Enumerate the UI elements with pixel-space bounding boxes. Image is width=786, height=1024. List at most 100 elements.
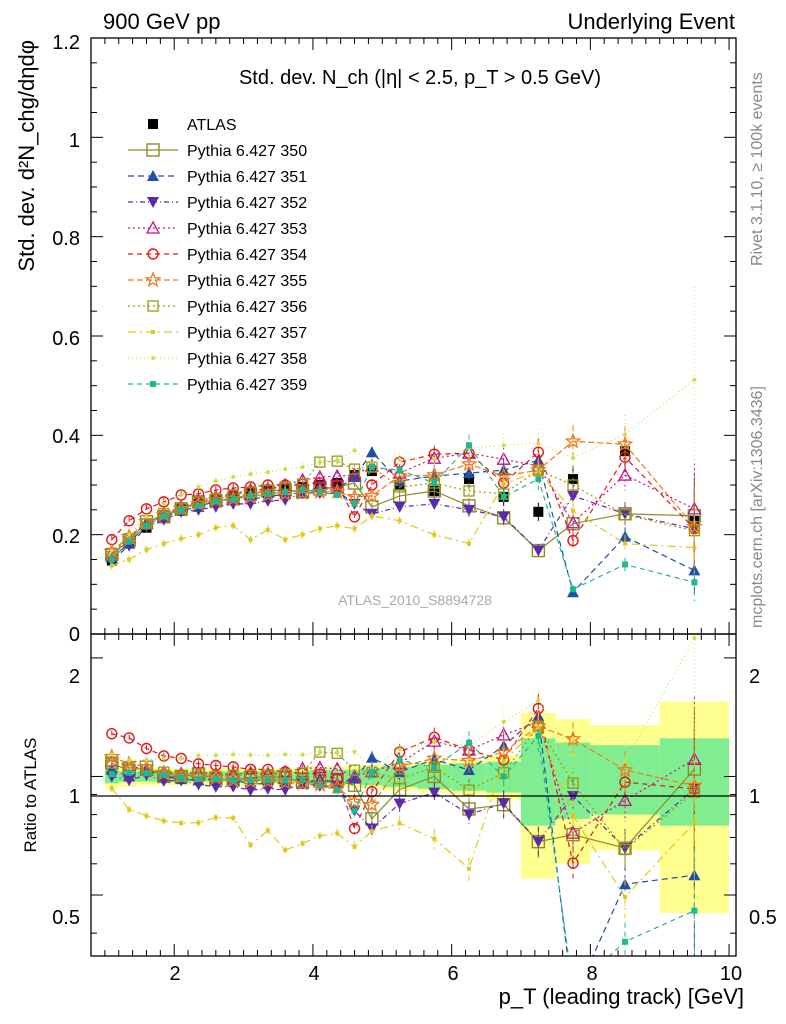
series-358 <box>109 286 697 555</box>
data-point <box>571 456 576 461</box>
ratio-point <box>565 825 581 839</box>
ratio-point <box>617 792 633 807</box>
data-point <box>501 482 506 487</box>
ratio-point <box>334 787 341 794</box>
data-point <box>282 488 289 495</box>
rivet-label: Rivet 3.1.10, ≥ 100k events <box>749 72 766 266</box>
ratio-point <box>213 815 218 820</box>
ratio-point <box>368 769 375 776</box>
ratio-point <box>391 757 409 774</box>
ratio-line <box>111 725 695 851</box>
ratio-point <box>161 756 166 761</box>
data-point <box>369 513 374 518</box>
data-point <box>465 442 472 449</box>
data-point <box>264 490 271 497</box>
data-point <box>109 548 114 553</box>
ratio-point <box>120 755 138 771</box>
data-point <box>619 509 631 521</box>
ratio-point <box>283 752 288 757</box>
data-point <box>391 467 408 484</box>
ratio-point <box>140 742 153 755</box>
data-point <box>432 532 437 537</box>
data-point <box>688 564 701 576</box>
data-point <box>432 457 437 462</box>
ratio-point <box>144 813 149 818</box>
data-point <box>161 541 166 546</box>
data-point <box>352 448 357 453</box>
data-point <box>196 532 201 537</box>
legend-marker <box>144 271 162 288</box>
data-point <box>533 506 544 517</box>
ratio-point <box>126 769 133 776</box>
y-tick-label: 1.2 <box>52 32 80 54</box>
data-point <box>335 458 340 463</box>
ratio-point <box>335 750 340 755</box>
data-point <box>317 460 322 465</box>
ratio-point <box>347 769 362 783</box>
ratio-point <box>619 843 632 855</box>
ratio-point <box>179 756 184 761</box>
ratio-point <box>248 843 253 848</box>
ratio-point <box>283 847 288 852</box>
data-point <box>179 492 184 497</box>
data-point <box>431 480 438 487</box>
legend: ATLAS Pythia 6.427 350 Pythia 6.427 351 Pyt… <box>128 117 307 394</box>
ratio-point <box>143 770 150 777</box>
data-point <box>622 561 629 568</box>
ratio-line <box>111 726 695 898</box>
ratio-point <box>265 753 270 758</box>
y-tick-label: 0 <box>69 624 80 646</box>
ratio-point <box>195 776 202 783</box>
ratio-point <box>532 836 545 848</box>
ratio-point <box>623 894 628 899</box>
data-point <box>567 490 580 502</box>
data-point <box>265 470 270 475</box>
data-point <box>348 463 361 475</box>
ratio-point <box>466 866 471 871</box>
data-point <box>397 518 402 523</box>
ratio-point <box>619 843 631 856</box>
ratio-point <box>196 753 201 758</box>
data-point <box>294 484 311 501</box>
data-point <box>126 538 133 545</box>
ratio-series-359 <box>108 720 698 956</box>
legend-label: Pythia 6.427 356 <box>187 299 307 316</box>
ratio-point <box>432 740 437 745</box>
ratio-point <box>571 752 576 757</box>
ratio-point <box>231 816 236 821</box>
data-point <box>692 545 697 550</box>
ratio-point <box>335 831 340 836</box>
legend-marker <box>145 220 161 234</box>
y-tick-label: 0.2 <box>52 526 80 548</box>
data-point <box>393 481 406 493</box>
ratio-point <box>352 844 357 849</box>
data-point <box>230 495 237 502</box>
data-point <box>248 537 253 542</box>
data-point <box>497 511 510 523</box>
legend-label: Pythia 6.427 359 <box>187 377 307 394</box>
legend-label: Pythia 6.427 350 <box>187 143 307 160</box>
data-point <box>348 511 361 523</box>
ratio-point <box>369 829 374 834</box>
ratio-point <box>501 719 506 724</box>
data-point <box>317 526 322 531</box>
watermark: ATLAS_2010_S8894728 <box>338 592 492 608</box>
data-point <box>247 492 254 499</box>
ratio-point <box>685 776 703 793</box>
data-point <box>623 541 628 546</box>
legend-label: Pythia 6.427 353 <box>187 221 307 238</box>
data-point <box>196 484 201 489</box>
main-plot-marks <box>103 286 703 602</box>
ratio-plot-marks <box>103 634 703 956</box>
ratio-point <box>276 773 294 790</box>
ratio-point <box>393 773 406 785</box>
data-point <box>565 515 581 529</box>
ratio-point <box>179 820 184 825</box>
ratio-point <box>460 751 478 768</box>
data-point <box>231 475 236 480</box>
ratio-point <box>691 907 698 914</box>
data-point <box>175 489 187 501</box>
series-351 <box>105 446 701 598</box>
data-point <box>210 493 222 505</box>
